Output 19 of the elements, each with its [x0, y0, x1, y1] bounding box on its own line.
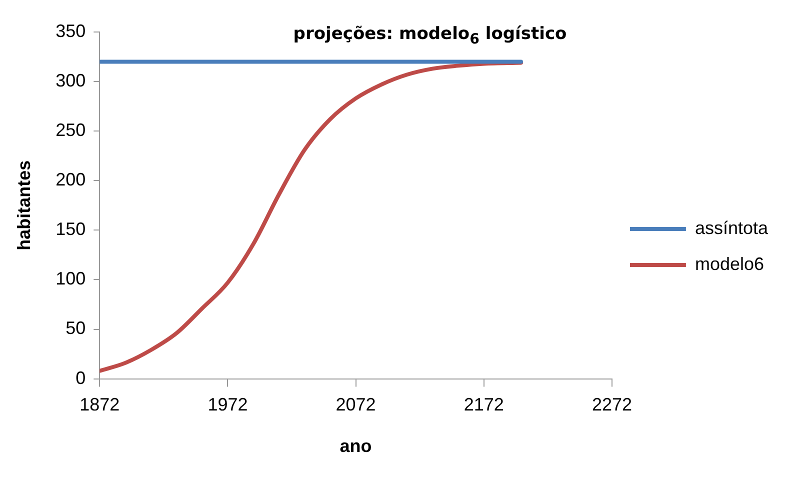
chart-title: projeções: modelo$_{6}$ logístico: [292, 24, 568, 48]
y-tick-label: 100: [56, 268, 86, 289]
y-axis-title: habitantes: [14, 160, 34, 250]
x-tick-label: 2272: [592, 394, 632, 415]
legend-label: assíntota: [694, 218, 769, 238]
x-tick-label: 1972: [208, 394, 248, 415]
y-tick-label: 350: [56, 20, 86, 41]
y-tick-label: 50: [66, 318, 86, 338]
y-tick-label: 200: [56, 170, 86, 190]
x-tick-label: 1872: [80, 394, 120, 415]
y-tick-label: 250: [56, 120, 86, 140]
x-tick-label: 2172: [464, 394, 504, 415]
line-series: [100, 60, 524, 373]
x-tick-label: 2072: [336, 394, 376, 415]
legend-label: modelo6: [694, 254, 764, 274]
y-tick-label: 0: [76, 368, 86, 388]
x-axis-title: ano: [340, 436, 372, 456]
y-tick-label: 150: [56, 219, 86, 240]
y-tick-label: 300: [56, 70, 86, 91]
